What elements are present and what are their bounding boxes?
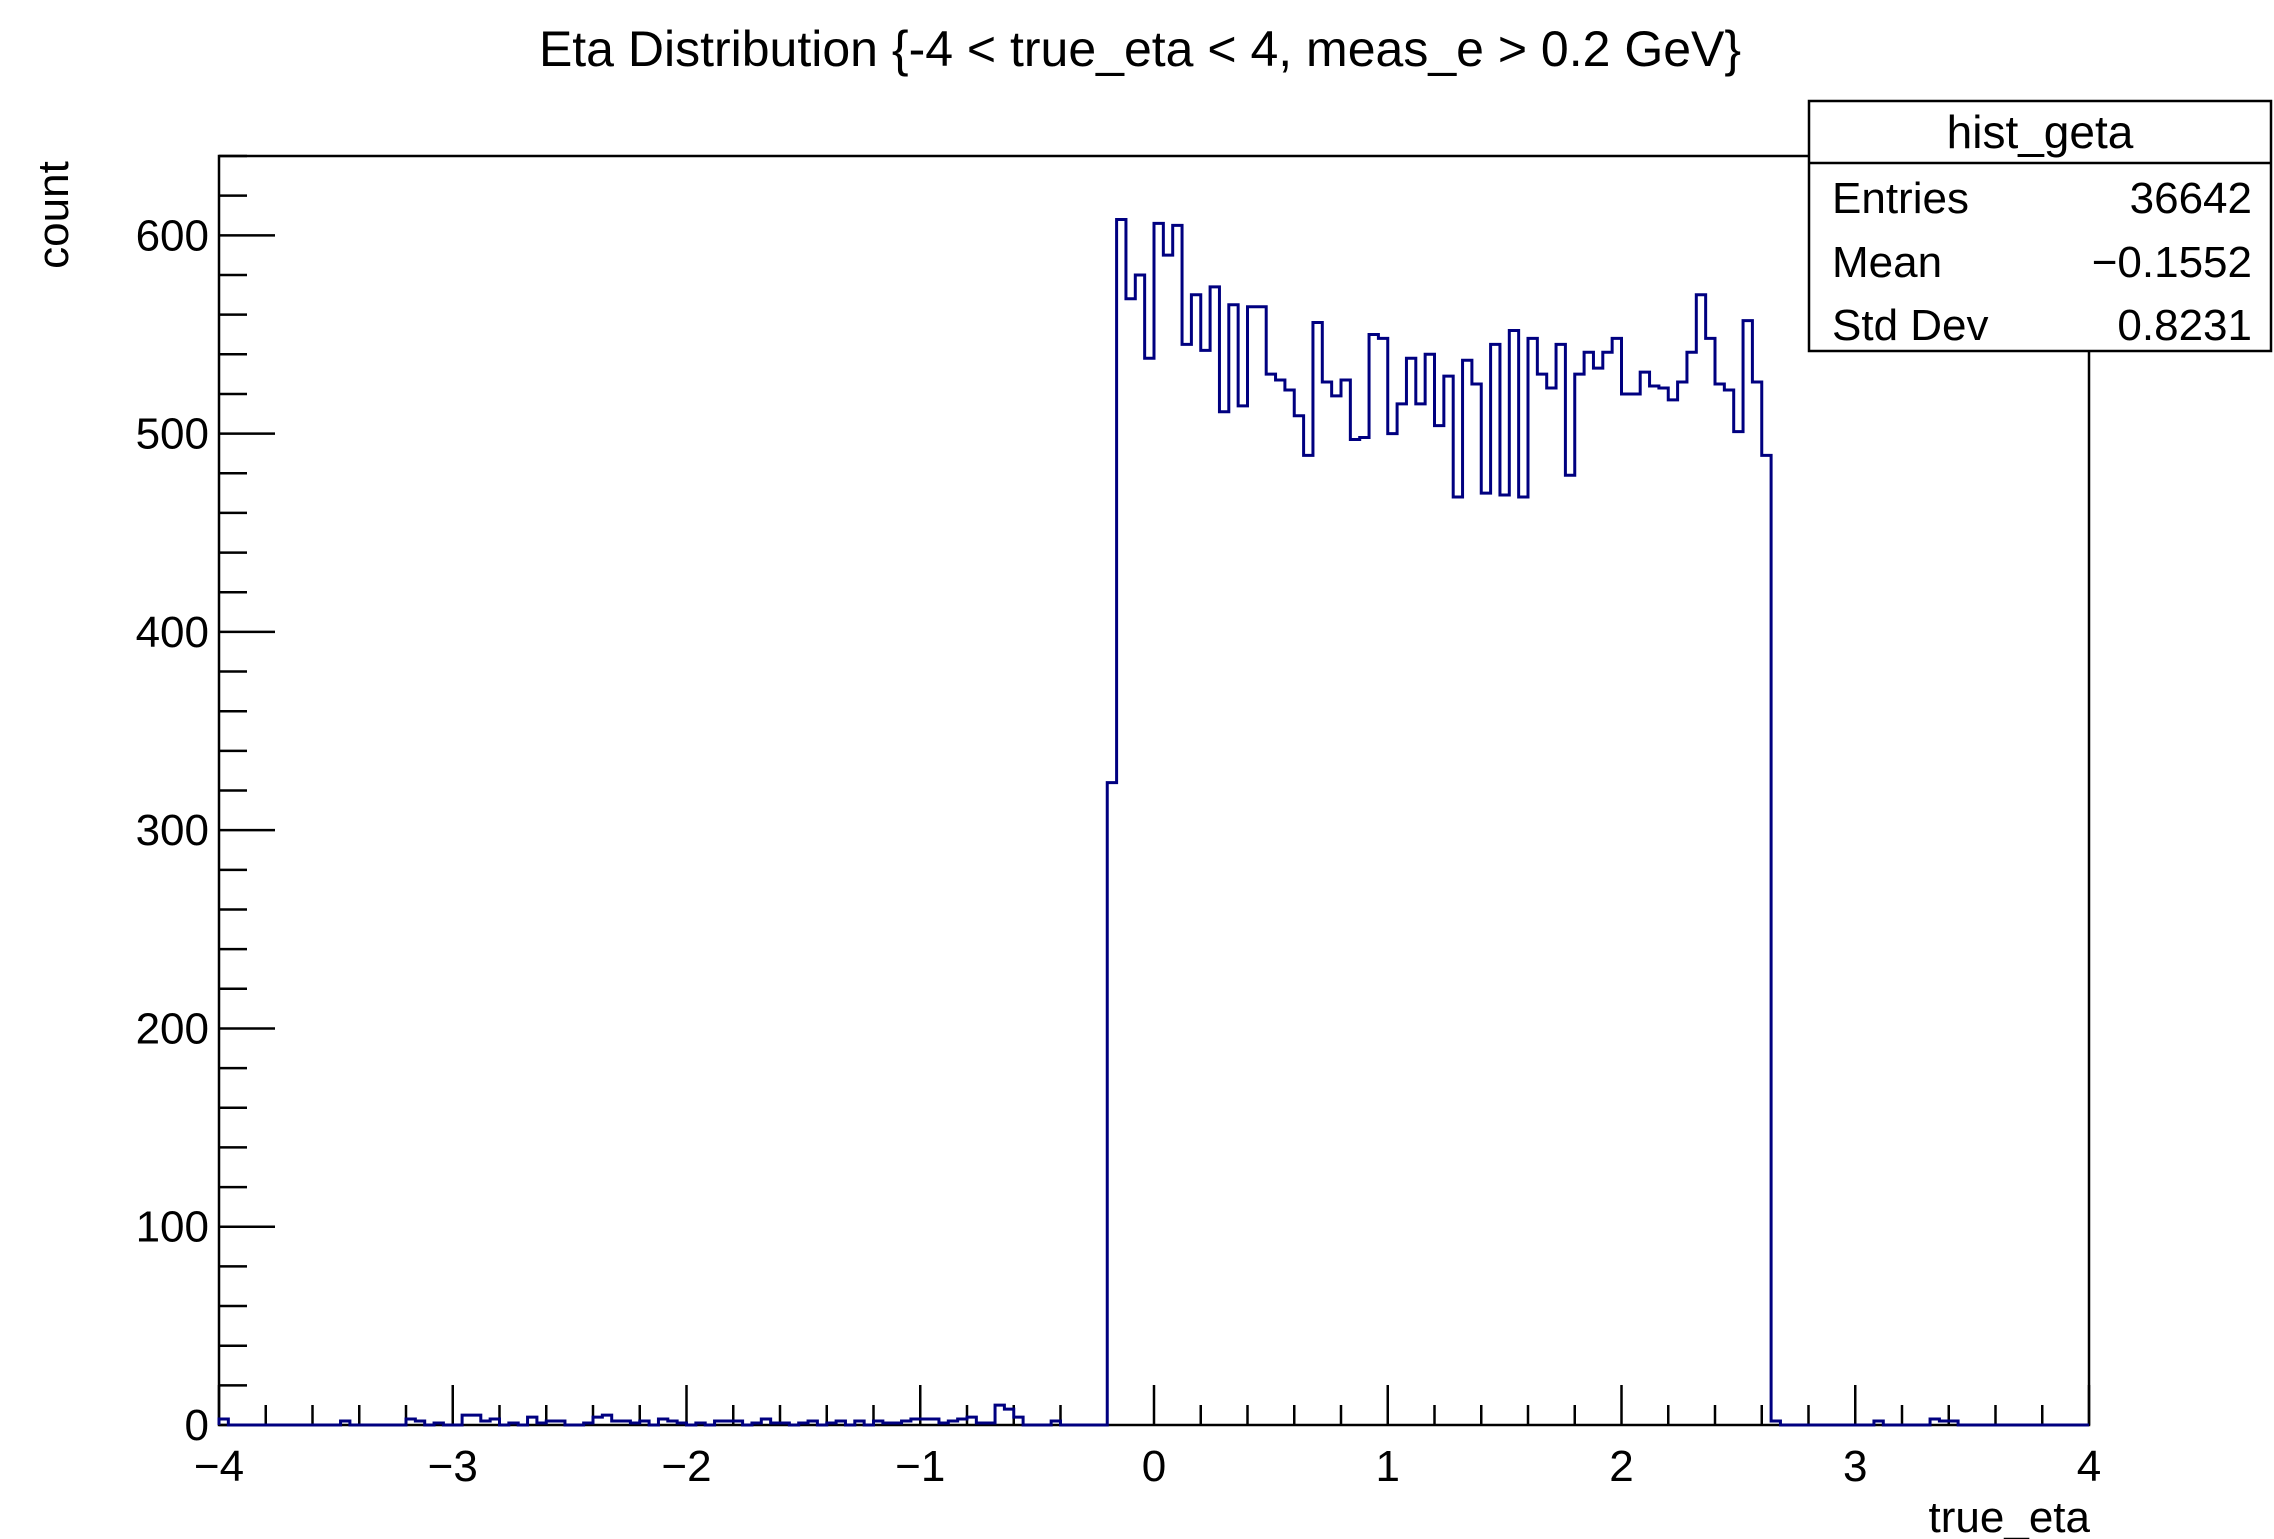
stats-label-std-dev: Std Dev — [1832, 301, 1989, 350]
stats-label-entries: Entries — [1832, 174, 1969, 223]
stats-box-frame — [1807, 99, 2273, 353]
x-tick-label: 3 — [1843, 1442, 1867, 1491]
stats-value-mean: −0.1552 — [2092, 238, 2252, 287]
y-tick-label: 300 — [136, 806, 209, 855]
y-tick-label: 100 — [136, 1203, 209, 1252]
x-tick-label: −1 — [895, 1442, 945, 1491]
y-tick-label: 0 — [185, 1401, 209, 1450]
stats-value-entries: 36642 — [2130, 174, 2252, 223]
y-tick-label: 500 — [136, 410, 209, 459]
x-axis-label: true_eta — [1929, 1493, 2091, 1539]
x-tick-label: 4 — [2077, 1442, 2101, 1491]
histogram-series-line — [217, 217, 2089, 1427]
y-tick-label: 200 — [136, 1004, 209, 1053]
y-axis-label: count — [29, 161, 78, 269]
y-axis-ticks — [219, 154, 275, 1427]
x-tick-label: −3 — [428, 1442, 478, 1491]
stats-value-std-dev: 0.8231 — [2117, 301, 2252, 350]
stats-box-name: hist_geta — [1947, 106, 2134, 158]
x-tick-label: 1 — [1376, 1442, 1400, 1491]
y-tick-label: 600 — [136, 211, 209, 260]
x-tick-label: −4 — [194, 1442, 244, 1491]
stats-box: hist_geta Entries 36642 Mean −0.1552 Std… — [1807, 99, 2273, 353]
x-tick-label: 2 — [1609, 1442, 1633, 1491]
x-tick-label: 0 — [1142, 1442, 1166, 1491]
stats-label-mean: Mean — [1832, 238, 1942, 287]
x-axis-ticks — [217, 1385, 2091, 1425]
chart-title: Eta Distribution {-4 < true_eta < 4, mea… — [539, 21, 1741, 77]
x-tick-label: −2 — [661, 1442, 711, 1491]
x-axis-tick-labels: −4 −3 −2 −1 0 1 2 3 4 — [194, 1442, 2101, 1491]
y-tick-label: 400 — [136, 608, 209, 657]
y-axis-tick-labels: 0 100 200 300 400 500 600 — [136, 211, 209, 1450]
